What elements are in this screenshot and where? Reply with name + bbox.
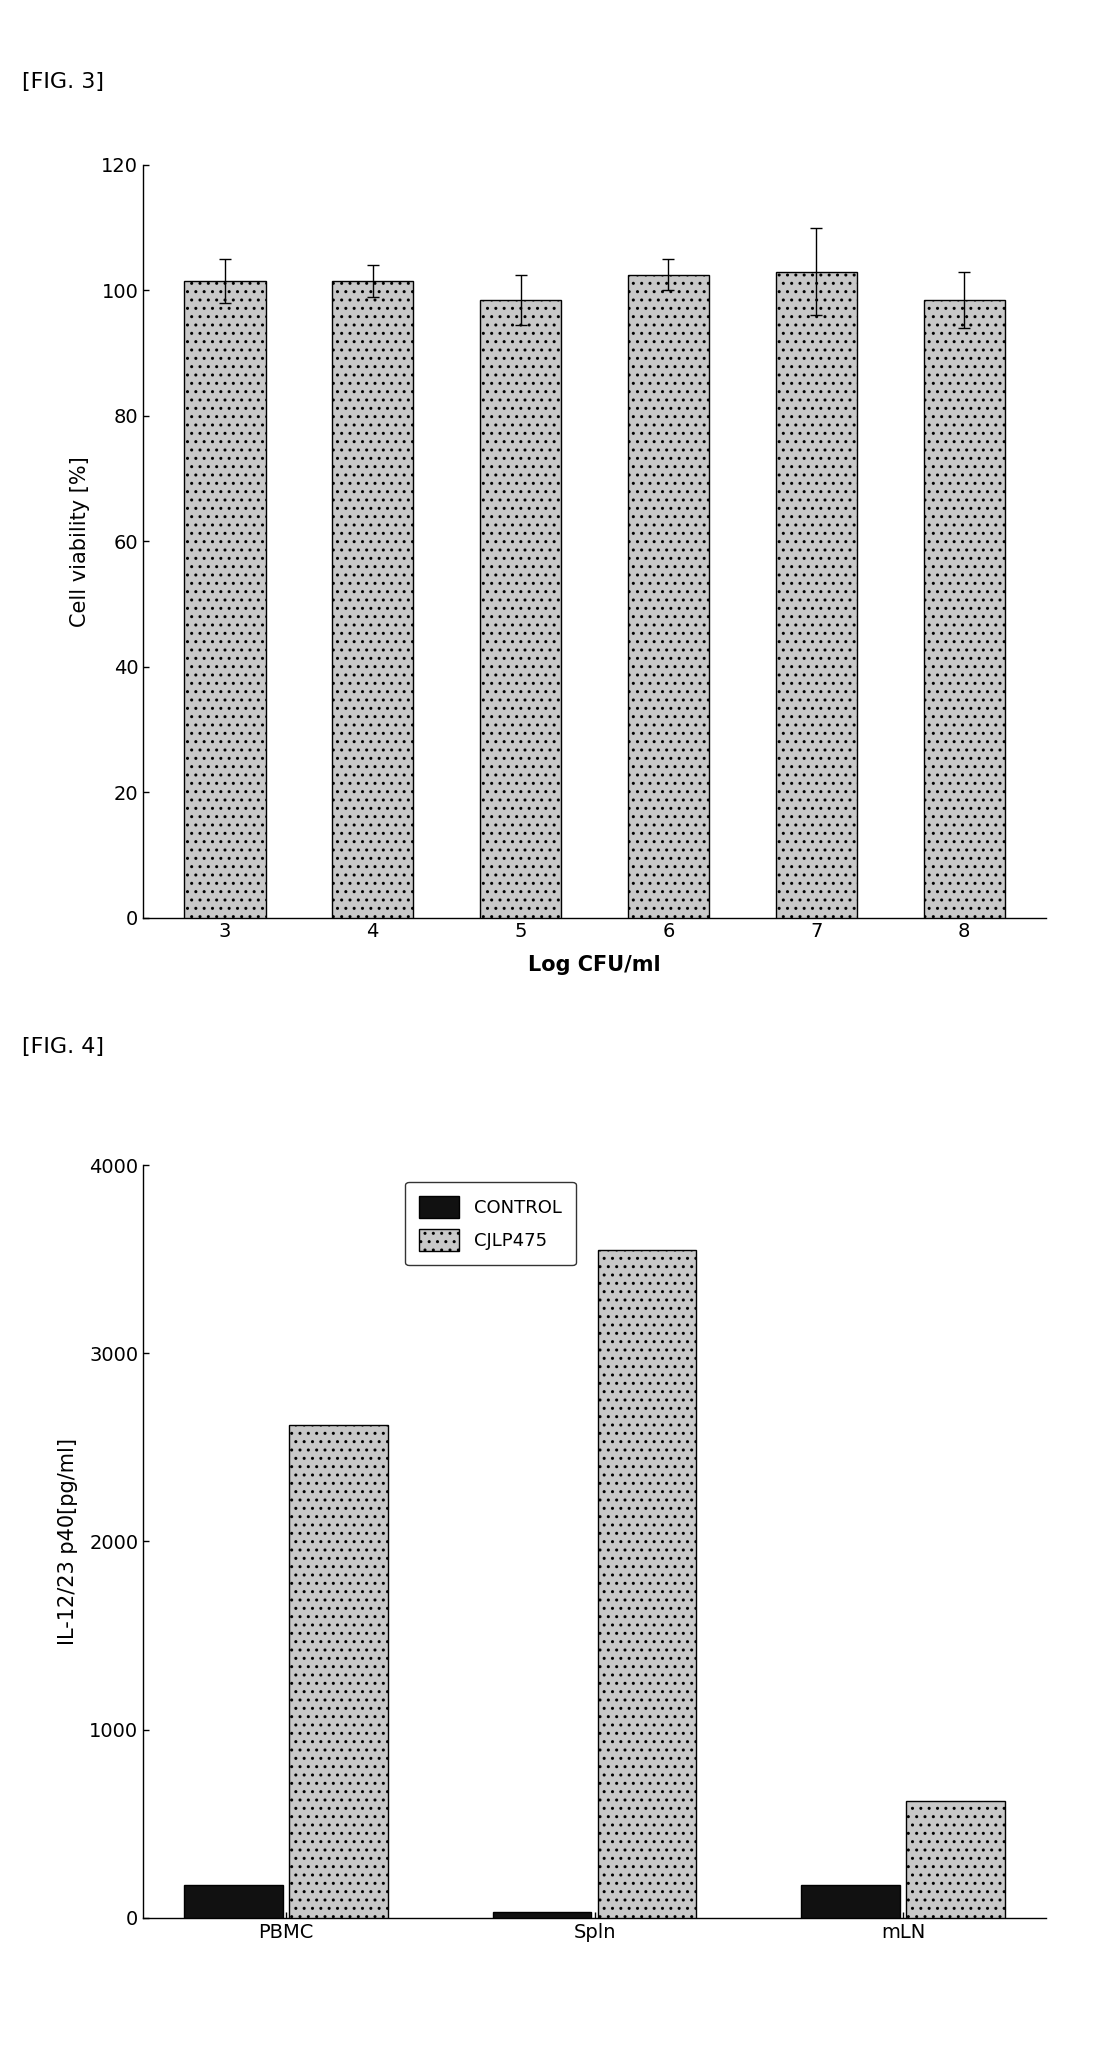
Legend: CONTROL, CJLP475: CONTROL, CJLP475 bbox=[405, 1182, 576, 1266]
Y-axis label: Cell viability [%]: Cell viability [%] bbox=[70, 456, 90, 627]
Bar bbox=[184, 280, 265, 918]
Bar bbox=[184, 1885, 283, 1918]
Bar bbox=[290, 1425, 388, 1918]
Bar bbox=[333, 280, 413, 918]
Bar bbox=[924, 299, 1005, 918]
Bar bbox=[776, 272, 857, 918]
Bar bbox=[480, 299, 562, 918]
Bar bbox=[493, 1911, 591, 1918]
Bar bbox=[598, 1250, 696, 1918]
Bar bbox=[802, 1885, 900, 1918]
Text: [FIG. 3]: [FIG. 3] bbox=[22, 72, 103, 93]
Bar bbox=[906, 1800, 1005, 1918]
Y-axis label: IL-12/23 p40[pg/ml]: IL-12/23 p40[pg/ml] bbox=[58, 1437, 78, 1645]
Text: [FIG. 4]: [FIG. 4] bbox=[22, 1037, 103, 1058]
X-axis label: Log CFU/ml: Log CFU/ml bbox=[528, 955, 661, 975]
Bar bbox=[628, 274, 709, 918]
